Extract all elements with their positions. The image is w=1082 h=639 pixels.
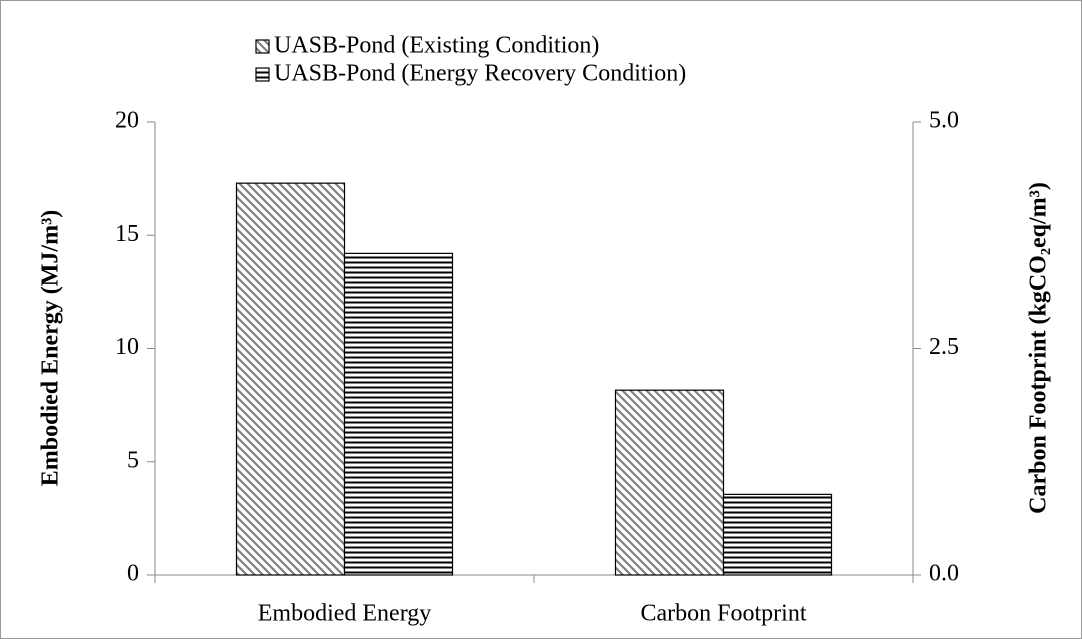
bar — [343, 252, 454, 576]
legend-swatch — [255, 39, 270, 54]
y2-tick-label: 0.0 — [929, 561, 959, 587]
legend-label: UASB-Pond (Energy Recovery Condition) — [274, 61, 686, 87]
x-tick-label: Embodied Energy — [258, 601, 432, 627]
bar — [235, 182, 346, 576]
y-tick-label: 15 — [115, 221, 139, 247]
y-tick-label: 0 — [127, 561, 139, 587]
y-tick-label: 20 — [115, 108, 139, 134]
y-tick-label: 5 — [127, 447, 139, 473]
bar — [614, 389, 725, 576]
legend-swatch — [255, 67, 270, 82]
y-axis-title: Embodied Energy (MJ/m³) — [38, 210, 64, 487]
y2-tick-label: 5.0 — [929, 108, 959, 134]
legend-label: UASB-Pond (Existing Condition) — [274, 33, 599, 59]
y2-axis-title: Carbon Footprint (kgCO₂eq/m³) — [1026, 182, 1052, 514]
y2-tick-label: 2.5 — [929, 334, 959, 360]
bar — [722, 493, 833, 576]
y-tick-label: 10 — [115, 334, 139, 360]
x-tick-label: Carbon Footprint — [641, 601, 807, 627]
